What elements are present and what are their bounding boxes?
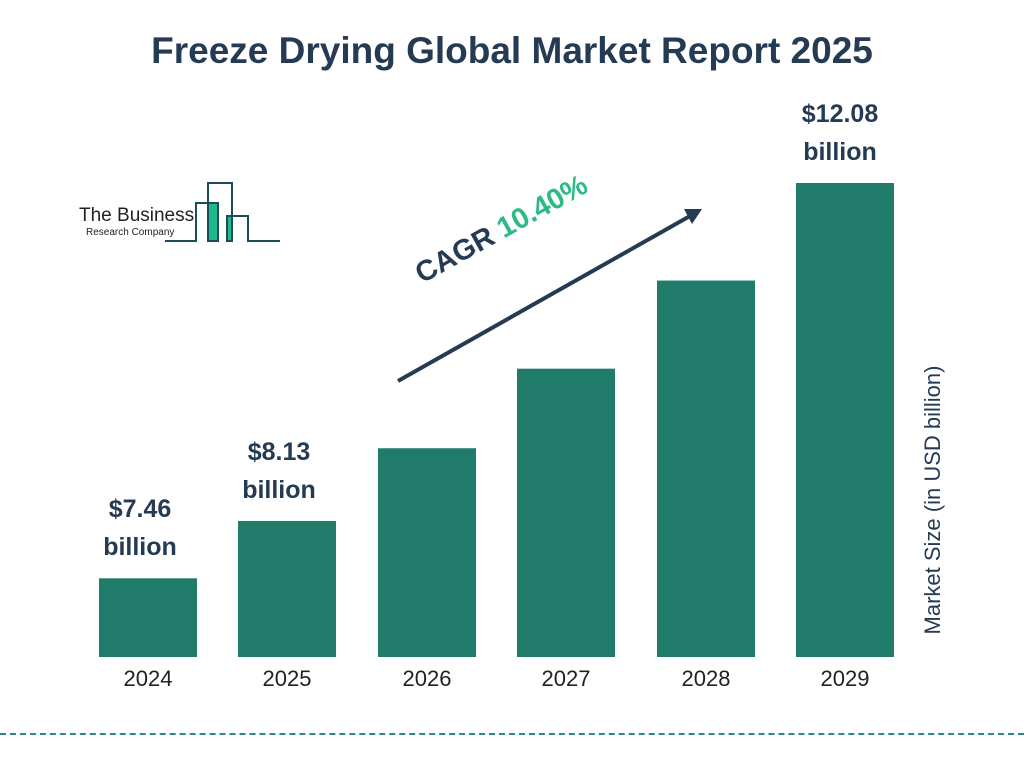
- bar-2028: [657, 280, 755, 657]
- data-label-value: $8.13: [247, 437, 311, 466]
- data-label-value: $7.46: [108, 495, 172, 524]
- data-label: $7.46 billion: [70, 490, 210, 566]
- x-tick-label: 2026: [402, 666, 452, 691]
- data-label: $8.13 billion: [209, 433, 349, 509]
- x-tick-label: 2024: [123, 666, 173, 691]
- data-label-unit: billion: [803, 138, 877, 166]
- data-label-unit: billion: [242, 475, 316, 504]
- data-label-unit: billion: [103, 533, 177, 562]
- bar-2029: [796, 183, 894, 657]
- cagr-arrow: [397, 209, 702, 383]
- bar-2027: [517, 368, 615, 657]
- x-tick-label: 2028: [681, 666, 731, 691]
- logo-text-line2: Research Company: [86, 227, 175, 238]
- logo-graphic: [165, 182, 280, 242]
- bar-2025: [238, 520, 336, 657]
- chart-title: Freeze Drying Global Market Report 2025: [151, 30, 873, 71]
- data-label: $12.08 billion: [770, 95, 910, 171]
- x-tick-label: 2027: [541, 666, 591, 691]
- data-label-value: $12.08: [801, 100, 879, 128]
- bar-2026: [378, 448, 476, 657]
- footer-divider: [0, 733, 1024, 735]
- x-tick-label: 2025: [262, 666, 312, 691]
- x-tick-label: 2029: [820, 666, 870, 691]
- bar-2024: [99, 578, 197, 657]
- logo-text-line1: The Business: [79, 205, 195, 226]
- y-axis-label: Market Size (in USD billion): [920, 365, 945, 635]
